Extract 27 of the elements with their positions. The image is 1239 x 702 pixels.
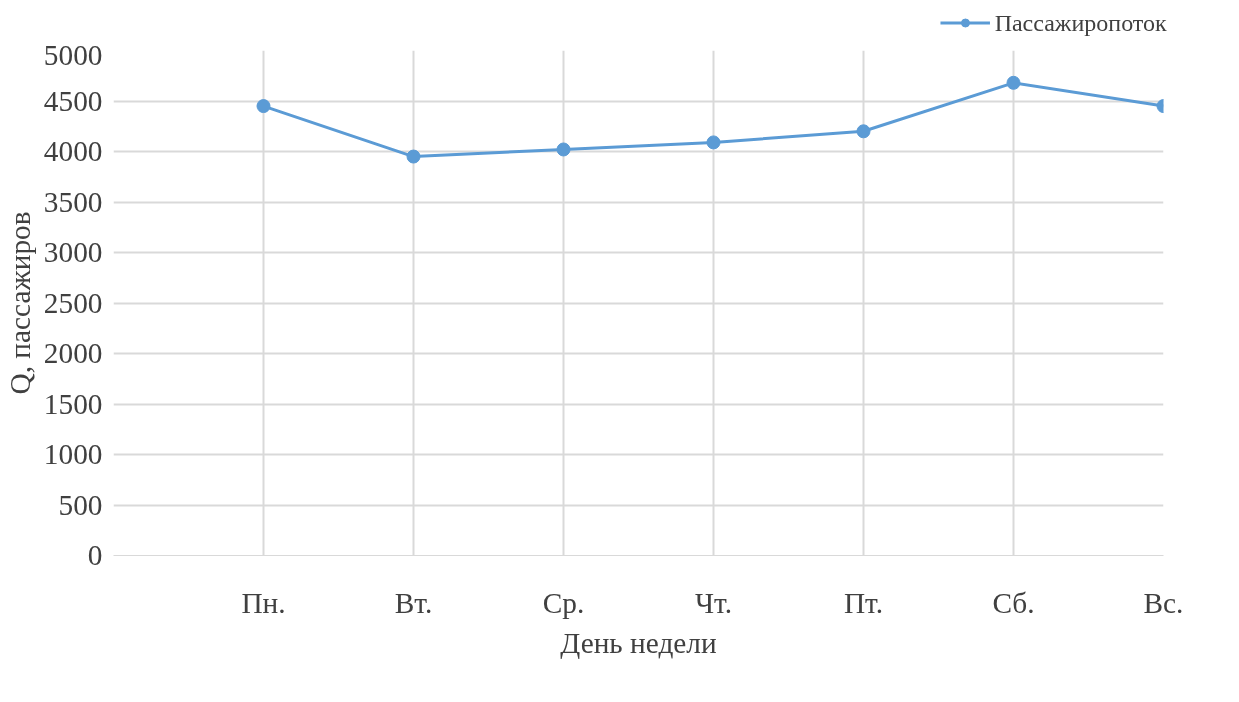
y-tick-label: 4000 bbox=[43, 135, 103, 167]
x-tick-label: Сб. bbox=[992, 586, 1035, 619]
point bbox=[706, 135, 721, 150]
legend-label: Пассажиропоток bbox=[994, 9, 1167, 36]
x-tick-label: Пн. bbox=[241, 586, 286, 619]
x-tick-label: Вс. bbox=[1143, 586, 1184, 619]
y-axis-title: Q, пассажиров bbox=[3, 211, 36, 395]
y-tick-label: 500 bbox=[58, 488, 103, 521]
point bbox=[556, 142, 571, 157]
point bbox=[1006, 75, 1021, 90]
y-tick-label: 2000 bbox=[43, 337, 103, 369]
y-tick-label: 3500 bbox=[43, 185, 103, 218]
x-tick-label: Пт. bbox=[843, 586, 884, 619]
x-axis-title: День недели bbox=[560, 626, 717, 659]
y-tick-label: 0 bbox=[87, 539, 103, 571]
y-tick-label: 4500 bbox=[43, 84, 103, 117]
point bbox=[406, 149, 421, 164]
x-tick-label: Ср. bbox=[542, 586, 585, 619]
y-tick-label: 5000 bbox=[43, 38, 103, 71]
point bbox=[856, 124, 871, 139]
point bbox=[256, 99, 271, 114]
y-tick-label: 2500 bbox=[43, 286, 103, 319]
x-tick-label: Чт. bbox=[695, 586, 733, 619]
y-tick-label: 1000 bbox=[43, 438, 103, 470]
x-tick-label: Вт. bbox=[394, 586, 433, 619]
y-tick-label: 3000 bbox=[43, 236, 103, 268]
y-tick-label: 1500 bbox=[43, 387, 103, 420]
